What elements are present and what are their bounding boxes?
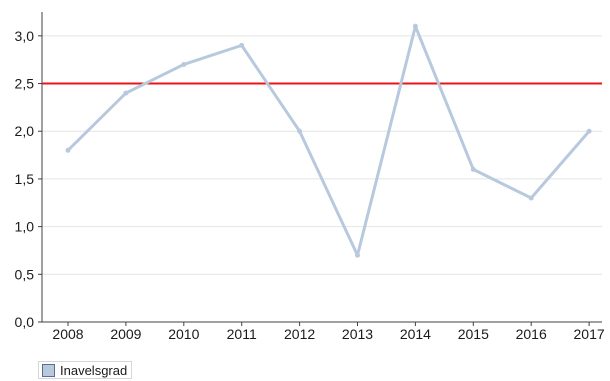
series-layer: [65, 23, 592, 258]
x-tick-label: 2011: [227, 326, 257, 342]
y-tick-label: 3,0: [15, 28, 35, 44]
y-tick-label: 0,5: [15, 266, 35, 282]
legend-label: Inavelsgrad: [60, 362, 128, 378]
data-point: [65, 147, 71, 153]
y-tick-label: 1,5: [15, 171, 35, 187]
data-point: [239, 42, 245, 48]
data-point: [123, 90, 129, 96]
x-tick-label: 2013: [342, 326, 373, 342]
axes: [38, 12, 602, 326]
x-tick-label: 2012: [284, 326, 315, 342]
x-tick-label: 2017: [574, 326, 605, 342]
data-point: [412, 23, 418, 29]
gridlines: [42, 35, 602, 275]
x-tick-label: 2008: [52, 326, 83, 342]
data-point: [528, 195, 534, 201]
legend-swatch: [42, 363, 55, 377]
x-tick-label: 2010: [168, 326, 199, 342]
y-tick-label: 0,0: [15, 314, 35, 330]
data-point: [181, 61, 187, 67]
data-point: [586, 128, 592, 134]
data-point: [355, 252, 360, 258]
y-tick-label: 1,0: [15, 219, 35, 235]
data-point: [297, 128, 303, 134]
y-tick-label: 2,0: [15, 123, 35, 139]
data-point: [470, 166, 476, 172]
x-tick-label: 2015: [458, 326, 489, 342]
y-tick-label: 2,5: [15, 76, 35, 92]
tick-labels: 0,0 0,5 1,0 1,5 2,0 2,5 3,0 2008 2009 2010 2011 201…: [15, 28, 605, 342]
x-tick-label: 2014: [400, 326, 431, 342]
series-line: [66, 24, 591, 257]
x-tick-label: 2016: [516, 326, 547, 342]
legend: Inavelsgrad: [38, 361, 133, 379]
x-tick-label: 2009: [110, 326, 141, 342]
